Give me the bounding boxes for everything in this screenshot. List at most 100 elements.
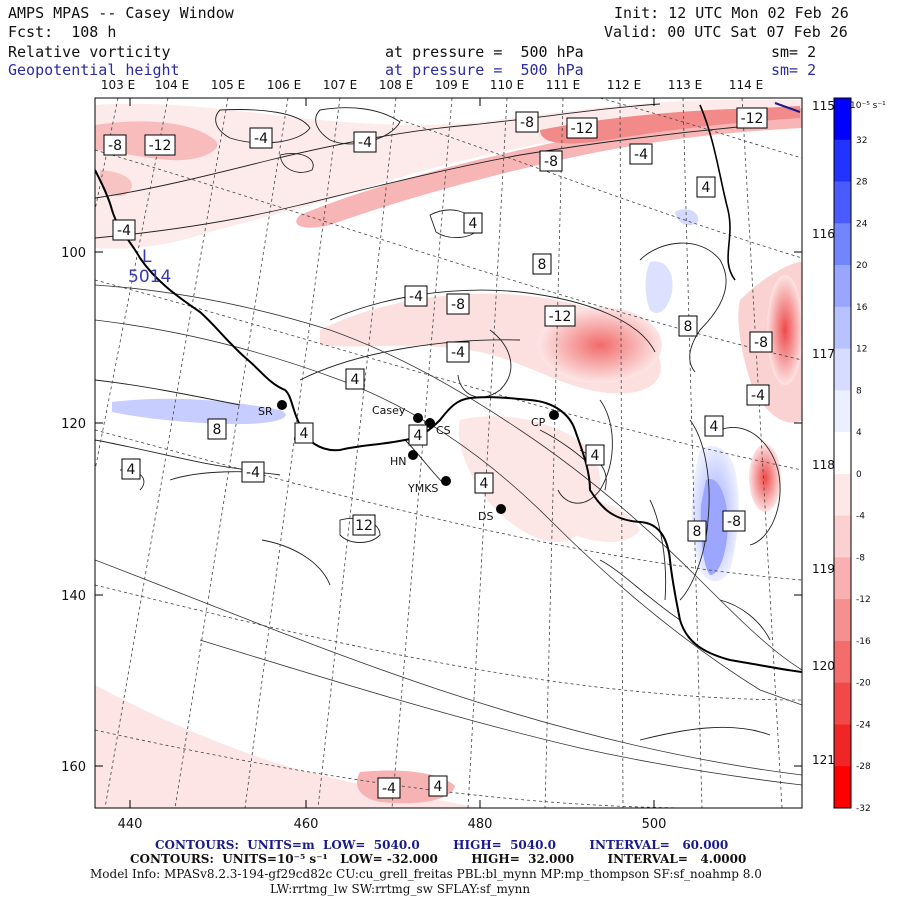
colorbar-label: 28: [856, 178, 868, 188]
colorbar-segment: [834, 724, 851, 767]
contour-label: -8: [446, 293, 470, 315]
contour-label-text: 4: [351, 372, 360, 388]
colorbar-segment: [834, 265, 851, 308]
colorbar-segment: [834, 682, 851, 725]
colorbar-segment: [834, 98, 851, 141]
contour-label-box: [463, 212, 483, 234]
footer-height-contours: CONTOURS: UNITS=m LOW= 5040.0 HIGH= 5040…: [155, 838, 729, 852]
contour-label-text: 8: [684, 319, 693, 335]
contour-label-box: [566, 117, 598, 139]
colorbar-label: 8: [856, 386, 862, 396]
lon-label: 108 E: [379, 78, 413, 92]
colorbar-label: 0: [856, 470, 862, 480]
station-label: CP: [531, 416, 546, 429]
contour-label-text: -4: [451, 345, 465, 361]
contour-label: -4: [404, 285, 428, 307]
contour-label-box: [249, 127, 273, 149]
contour-label-box: [121, 458, 141, 480]
contour-label-box: [539, 150, 563, 172]
positive-vorticity-shading: [112, 209, 739, 582]
contour-label-text: -4: [751, 388, 765, 404]
colorbar-label: 20: [856, 261, 868, 271]
lon-label: 114 E: [729, 78, 763, 92]
contour-label-box: [352, 514, 376, 536]
contour-label: -12: [566, 117, 598, 139]
field1-name: Relative vorticity: [8, 43, 171, 61]
contour-label-text: -4: [382, 781, 396, 797]
contour-label-box: [446, 293, 470, 315]
contour-labels: -8 -12 -4 -4 -8 -12 -12 -8 -4 4 -4 4 8 -4 -8 -12 -4 8 -8 4 -…: [103, 107, 773, 799]
field1-smooth: sm= 2: [771, 43, 817, 61]
contour-label-text: 4: [702, 180, 711, 196]
station-label: DS: [478, 510, 493, 523]
colorbar-label: -20: [856, 679, 871, 689]
station-dot: [277, 400, 287, 410]
station-label: YMKS: [407, 482, 438, 495]
colorbar-label: -8: [856, 553, 865, 563]
x-tick-label: 500: [642, 817, 667, 832]
title: AMPS MPAS -- Casey Window: [8, 4, 234, 22]
contour-label-box: [294, 422, 314, 444]
contour-label: 8: [532, 253, 552, 275]
colorbar-segment: [834, 473, 851, 517]
colorbar-segment: [834, 640, 851, 684]
lon-label: 110 E: [490, 78, 524, 92]
colorbar-segment: [834, 390, 851, 433]
colorbar-segment: [834, 223, 851, 266]
height-contours: [95, 284, 802, 786]
contour-label-box: [687, 520, 707, 542]
y-tick-label: 140: [61, 589, 86, 604]
lon-label: 111 E: [546, 78, 580, 92]
contour-label-text: -4: [246, 465, 260, 481]
lon-label: 113 E: [668, 78, 702, 92]
colorbar-label: -16: [856, 637, 871, 647]
init-time: Init: 12 UTC Mon 02 Feb 26: [614, 4, 849, 22]
contour-label-text: -8: [108, 138, 122, 154]
contour-label-box: [704, 415, 724, 437]
low-marker-value: 5014: [128, 267, 171, 287]
colorbar-segment: [834, 181, 851, 224]
contour-label-box: [446, 341, 470, 363]
station-dot: [549, 410, 559, 420]
contour-label: -4: [746, 384, 770, 406]
colorbar-segment: [834, 557, 851, 600]
contour-label-text: -8: [520, 115, 534, 131]
colorbar-segment: [834, 599, 851, 642]
contour-label: 4: [704, 415, 724, 437]
contour-label: 4: [428, 775, 448, 797]
x-tick-label: 440: [118, 817, 143, 832]
station-dot: [413, 413, 423, 423]
contour-label: 8: [687, 520, 707, 542]
contour-label-text: 8: [538, 257, 547, 273]
contour-label: 4: [474, 472, 494, 494]
contour-label-box: [408, 424, 428, 446]
plot-area: [95, 98, 802, 808]
contour-label-box: [112, 219, 136, 241]
contour-label: -12: [544, 305, 576, 327]
coastline-east: [699, 104, 736, 281]
contour-label-text: -12: [149, 138, 172, 154]
contour-label: -4: [112, 219, 136, 241]
colorbar-label: -28: [856, 762, 871, 772]
contour-label-text: -4: [634, 147, 648, 163]
contour-label-box: [207, 418, 227, 440]
contour-label-box: [532, 253, 552, 275]
colorbar-segment: [834, 306, 851, 350]
colorbar: 32 28 24 20 16 12 8 4 0 -4 -8 -12 -16 -20 -24 -28 -32: [833, 97, 871, 814]
contour-label-box: [377, 777, 401, 799]
colorbar-frame: [833, 97, 852, 809]
plot-frame: [94, 97, 803, 809]
footer-model-info-2: LW:rrtmg_lw SW:rrtmg_sw SFLAY:sf_mynn: [270, 882, 531, 896]
contour-label: 4: [463, 212, 483, 234]
station-dot: [496, 504, 506, 514]
contour-label: 4: [345, 368, 365, 390]
contour-label: 8: [678, 315, 698, 337]
contour-label: -4: [241, 461, 265, 483]
contour-label-text: -8: [727, 514, 741, 530]
lon-label: 106 E: [267, 78, 301, 92]
lon-label: 107 E: [323, 78, 357, 92]
lon-label: 105 E: [211, 78, 245, 92]
contour-label-box: [345, 368, 365, 390]
contour-label: 4: [294, 422, 314, 444]
contour-label-text: -4: [117, 223, 131, 239]
